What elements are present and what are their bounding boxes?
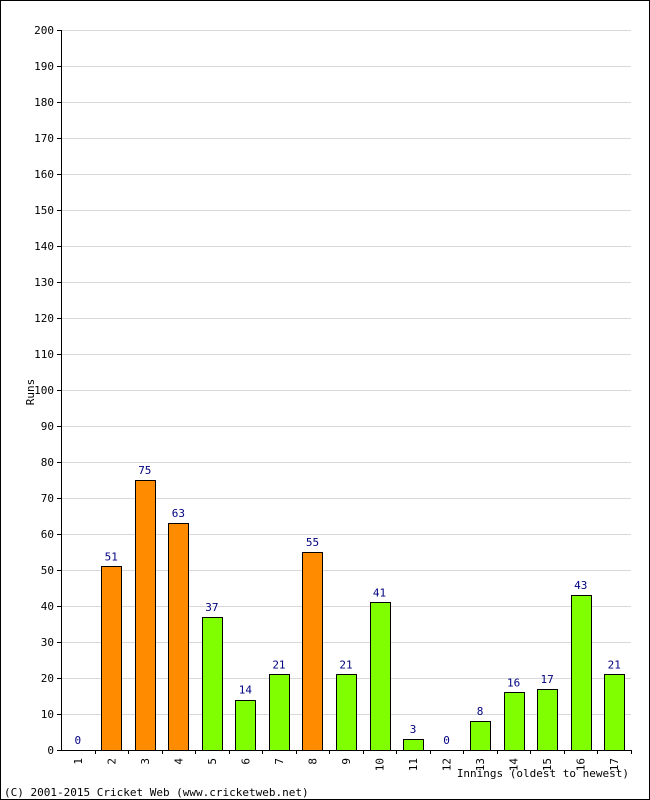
data-label-innings-11: 3: [410, 723, 417, 736]
bar-innings-5: [202, 617, 223, 751]
bar-innings-16: [571, 595, 592, 751]
x-tick-label: 9: [340, 758, 353, 765]
x-tick-label: 5: [206, 758, 219, 765]
x-tick-label: 11: [407, 758, 420, 771]
data-label-innings-4: 63: [172, 507, 185, 520]
x-tick-label: 2: [105, 758, 118, 765]
bar-innings-9: [336, 674, 357, 751]
bar-innings-11: [403, 739, 424, 751]
y-tick-label: 40: [41, 600, 54, 613]
bar-innings-14: [504, 692, 525, 751]
bar-innings-15: [537, 689, 558, 751]
y-tick-label: 180: [34, 96, 54, 109]
x-axis-title: Innings (oldest to newest): [457, 767, 629, 780]
y-tick-label: 70: [41, 492, 54, 505]
x-tick-label: 17: [608, 758, 621, 771]
data-label-innings-5: 37: [205, 601, 218, 614]
y-axis-title: Runs: [24, 379, 37, 406]
x-tick-label: 8: [306, 758, 319, 765]
y-tick-label: 50: [41, 564, 54, 577]
bar-innings-17: [604, 674, 625, 751]
x-tick-label: 16: [575, 758, 588, 771]
data-label-innings-9: 21: [339, 658, 352, 671]
bar-innings-3: [135, 480, 156, 751]
x-tick-label: 10: [374, 758, 387, 771]
bar-innings-2: [101, 566, 122, 751]
data-label-innings-6: 14: [239, 684, 253, 697]
y-tick-label: 120: [34, 312, 54, 325]
bar-innings-6: [235, 700, 256, 751]
data-label-innings-15: 17: [541, 673, 554, 686]
bar-innings-8: [302, 552, 323, 751]
data-label-innings-8: 55: [306, 536, 319, 549]
data-label-innings-13: 8: [477, 705, 484, 718]
data-label-innings-14: 16: [507, 676, 520, 689]
y-tick-label: 0: [47, 744, 54, 757]
bar-innings-13: [470, 721, 491, 751]
bar-innings-10: [370, 602, 391, 751]
data-label-innings-10: 41: [373, 586, 386, 599]
labels: 0102030405060708090100110120130140150160…: [34, 24, 621, 771]
data-label-innings-1: 0: [74, 734, 81, 747]
y-tick-label: 140: [34, 240, 54, 253]
x-tick-label: 15: [541, 758, 554, 771]
data-label-innings-16: 43: [574, 579, 587, 592]
axes: [57, 30, 632, 754]
y-tick-label: 110: [34, 348, 54, 361]
bar-innings-7: [269, 674, 290, 751]
y-tick-label: 150: [34, 204, 54, 217]
data-label-innings-17: 21: [608, 658, 621, 671]
y-tick-label: 90: [41, 420, 54, 433]
x-tick-label: 4: [172, 758, 185, 765]
y-tick-label: 60: [41, 528, 54, 541]
y-tick-label: 30: [41, 636, 54, 649]
x-tick-label: 7: [273, 758, 286, 765]
y-tick-label: 170: [34, 132, 54, 145]
y-tick-label: 20: [41, 672, 54, 685]
copyright-text: (C) 2001-2015 Cricket Web (www.cricketwe…: [4, 786, 309, 799]
x-tick-label: 6: [239, 758, 252, 765]
y-tick-label: 130: [34, 276, 54, 289]
x-tick-label: 3: [139, 758, 152, 765]
x-tick-label: 13: [474, 758, 487, 771]
y-tick-label: 10: [41, 708, 54, 721]
x-tick-label: 1: [72, 758, 85, 765]
y-tick-label: 190: [34, 60, 54, 73]
data-label-innings-7: 21: [272, 658, 285, 671]
x-tick-label: 12: [441, 758, 454, 771]
bar-innings-4: [168, 523, 189, 751]
data-label-innings-12: 0: [443, 734, 450, 747]
data-label-innings-3: 75: [138, 464, 151, 477]
gridlines: [61, 30, 631, 715]
y-tick-label: 200: [34, 24, 54, 37]
y-tick-label: 80: [41, 456, 54, 469]
bars: [101, 480, 625, 751]
y-tick-label: 160: [34, 168, 54, 181]
x-tick-label: 14: [508, 758, 521, 772]
data-label-innings-2: 51: [105, 550, 118, 563]
y-tick-label: 100: [34, 384, 54, 397]
